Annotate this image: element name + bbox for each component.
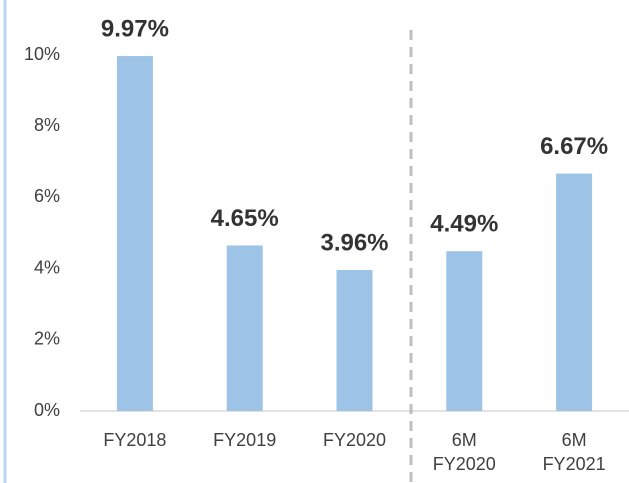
value-label: 3.96% (320, 229, 388, 256)
bar (116, 56, 153, 412)
x-tick-label: 6M FY2020 (433, 430, 496, 474)
bar (556, 173, 593, 411)
y-tick-label: 2% (34, 329, 60, 349)
y-tick-label: 10% (24, 44, 60, 64)
bar (336, 270, 373, 411)
bar (446, 251, 483, 411)
bar (226, 245, 263, 411)
y-tick-label: 0% (34, 400, 60, 420)
y-tick-label: 6% (34, 186, 60, 206)
value-label: 6.67% (540, 133, 608, 160)
y-tick-label: 8% (34, 115, 60, 135)
x-tick-label: FY2019 (213, 430, 276, 450)
x-tick-label: FY2020 (323, 430, 386, 450)
value-label: 4.49% (430, 210, 498, 237)
value-label: 4.65% (211, 205, 279, 232)
y-tick-label: 4% (34, 257, 60, 277)
x-tick-label: 6M FY2021 (543, 430, 606, 474)
x-tick-label: FY2018 (103, 430, 166, 450)
value-label: 9.97% (101, 15, 169, 42)
